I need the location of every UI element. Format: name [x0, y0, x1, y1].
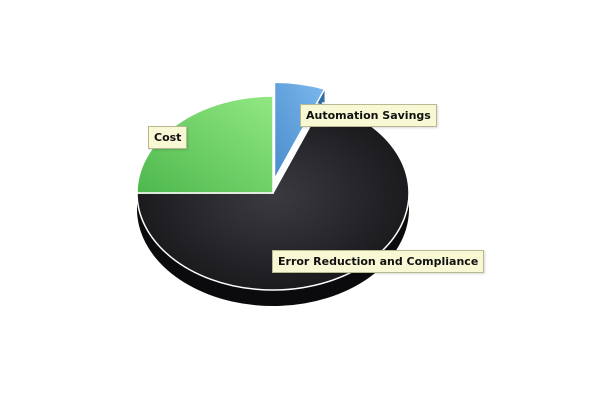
pie-slice-cost[interactable]	[136, 95, 274, 194]
slice-label-cost: Cost	[148, 126, 188, 149]
pie-slice-error-reduction-and-compliance[interactable]	[136, 101, 410, 291]
slice-label-error-reduction: Error Reduction and Compliance	[272, 250, 485, 273]
slice-label-automation-savings: Automation Savings	[300, 104, 437, 127]
